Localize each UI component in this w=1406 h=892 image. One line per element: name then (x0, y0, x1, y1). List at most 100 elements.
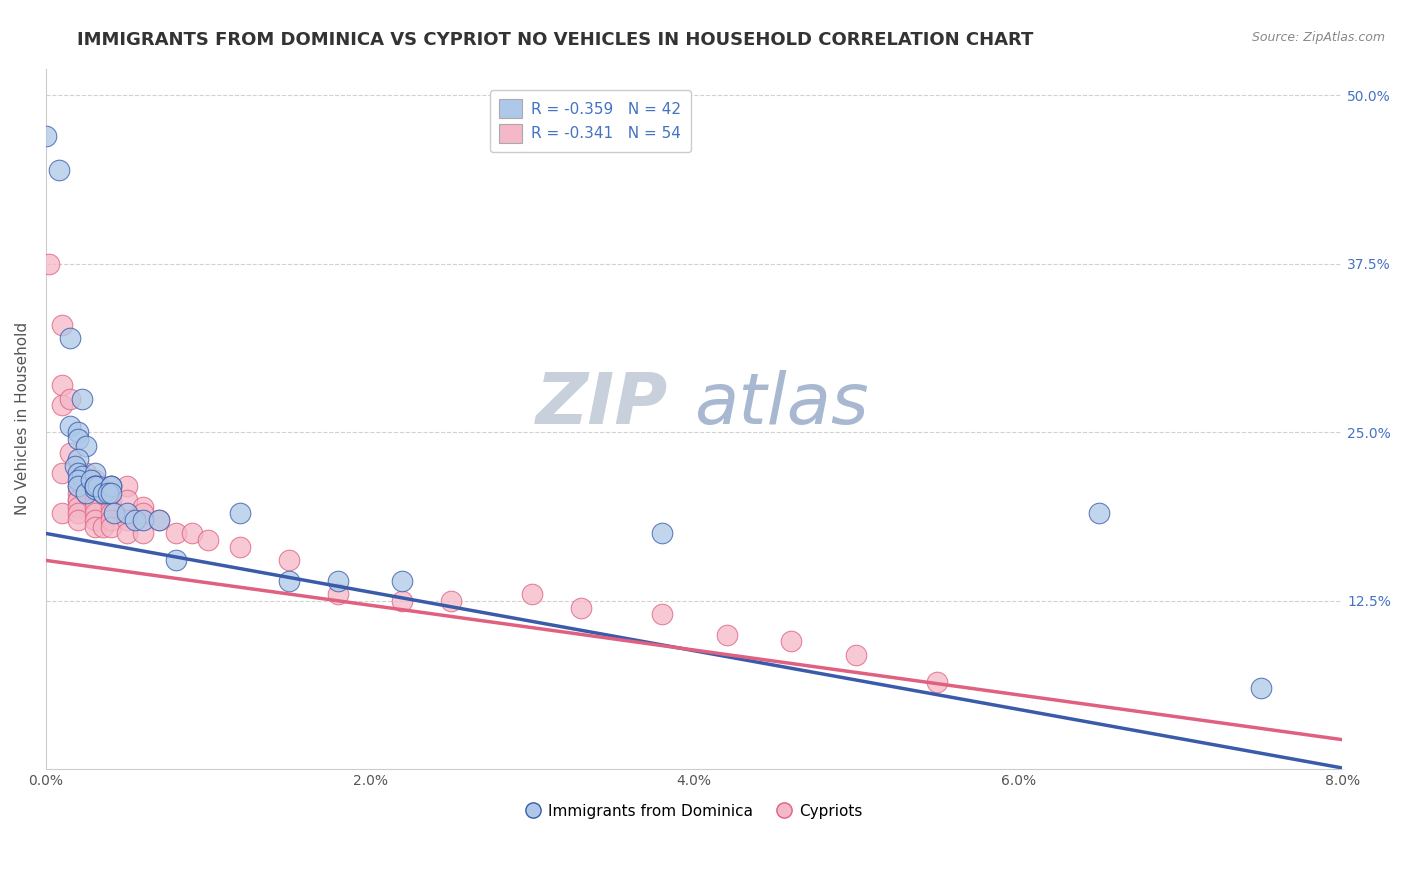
Point (132, 506, 155, 520)
Point (51, 506, 73, 520)
Point (76, 439, 98, 453)
Point (845, 648, 868, 662)
Point (229, 540, 252, 554)
Point (569, 600, 592, 615)
Point (67, 473, 90, 487)
Point (67, 479, 90, 493)
Point (96, 486, 118, 500)
Point (83, 479, 105, 493)
Point (165, 526, 187, 541)
Point (87, 479, 110, 493)
Point (197, 533, 219, 548)
Point (100, 513, 122, 527)
Legend: Immigrants from Dominica, Cypriots: Immigrants from Dominica, Cypriots (519, 797, 869, 825)
Point (35, 128, 58, 143)
Point (83, 519, 105, 533)
Point (326, 574, 349, 588)
Point (67, 486, 90, 500)
Point (67, 432, 90, 446)
Point (83, 482, 105, 496)
Point (100, 492, 122, 507)
Point (83, 466, 105, 480)
Text: Source: ZipAtlas.com: Source: ZipAtlas.com (1251, 31, 1385, 45)
Point (83, 479, 105, 493)
Point (51, 399, 73, 413)
Point (83, 486, 105, 500)
Point (48, 162, 70, 177)
Point (83, 473, 105, 487)
Point (83, 500, 105, 514)
Point (70, 392, 93, 406)
Point (115, 506, 138, 520)
Point (67, 492, 90, 507)
Point (59, 418, 82, 433)
Point (67, 466, 90, 480)
Point (59, 392, 82, 406)
Point (67, 425, 90, 440)
Point (100, 479, 122, 493)
Point (67, 506, 90, 520)
Point (115, 526, 138, 541)
Point (51, 318, 73, 332)
Point (1250, 681, 1272, 696)
Point (520, 587, 543, 601)
Point (63, 459, 86, 474)
Point (91, 486, 114, 500)
Point (76, 486, 98, 500)
Point (124, 513, 146, 527)
Point (80, 473, 103, 487)
Text: IMMIGRANTS FROM DOMINICA VS CYPRIOT NO VEHICLES IN HOUSEHOLD CORRELATION CHART: IMMIGRANTS FROM DOMINICA VS CYPRIOT NO V… (77, 31, 1033, 49)
Point (165, 553, 187, 567)
Point (100, 506, 122, 520)
Point (67, 500, 90, 514)
Y-axis label: No Vehicles in Household: No Vehicles in Household (15, 322, 30, 516)
Point (100, 479, 122, 493)
Point (278, 574, 301, 588)
Point (38, 257, 60, 271)
Point (100, 500, 122, 514)
Point (67, 513, 90, 527)
Point (59, 445, 82, 459)
Point (100, 479, 122, 493)
Point (391, 594, 413, 608)
Point (440, 594, 463, 608)
Point (100, 519, 122, 533)
Point (67, 452, 90, 467)
Point (76, 486, 98, 500)
Point (100, 486, 122, 500)
Point (83, 479, 105, 493)
Point (70, 468, 93, 483)
Text: ZIP: ZIP (536, 370, 668, 440)
Point (83, 513, 105, 527)
Point (91, 486, 114, 500)
Point (83, 506, 105, 520)
Point (148, 513, 170, 527)
Point (103, 506, 125, 520)
Point (91, 519, 114, 533)
Point (132, 526, 155, 541)
Point (278, 553, 301, 567)
Point (67, 492, 90, 507)
Point (651, 607, 673, 622)
Point (51, 466, 73, 480)
Point (67, 479, 90, 493)
Text: atlas: atlas (695, 370, 869, 440)
Point (115, 492, 138, 507)
Point (716, 627, 738, 641)
Point (1088, 506, 1111, 520)
Point (780, 634, 803, 648)
Point (76, 466, 98, 480)
Point (51, 378, 73, 392)
Point (391, 574, 413, 588)
Point (651, 526, 673, 541)
Point (59, 331, 82, 345)
Point (115, 479, 138, 493)
Point (927, 674, 949, 689)
Point (148, 513, 170, 527)
Point (132, 500, 155, 514)
Point (115, 513, 138, 527)
Point (132, 513, 155, 527)
Point (326, 587, 349, 601)
Point (180, 526, 202, 541)
Point (83, 492, 105, 507)
